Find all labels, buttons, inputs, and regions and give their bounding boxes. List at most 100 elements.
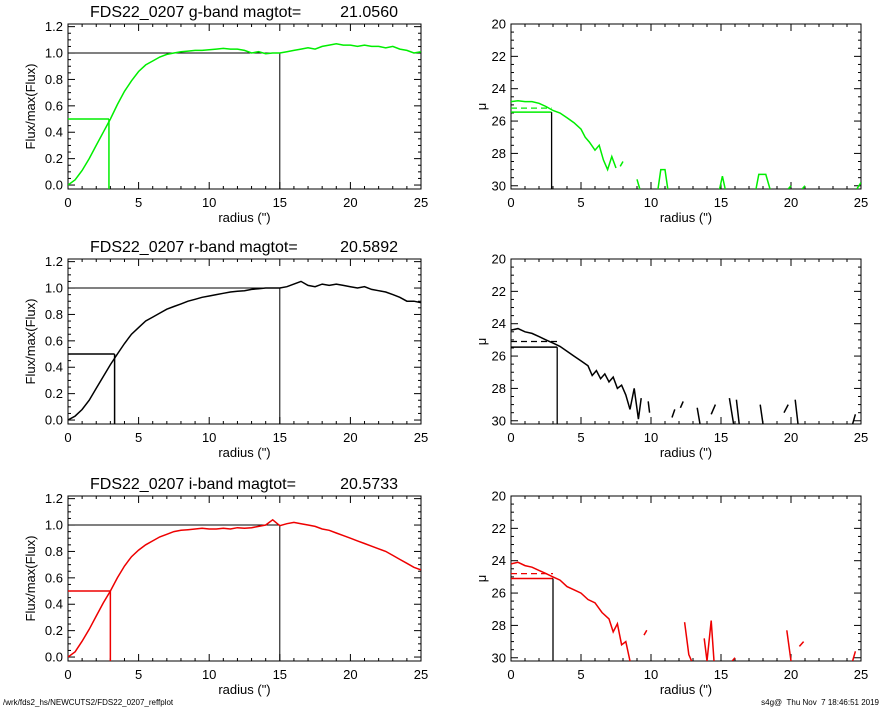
sb-profile-segment [679,401,684,409]
sb-profile-segment [696,407,701,424]
g-band-surface-brightness-panel: 0 5 10 15 20 25 20 22 24 26 28 30 radius (") μ [474,17,868,226]
x-tick-label: 0 [507,430,514,445]
x-tick-label: 20 [343,430,357,445]
x-axis-label: radius (") [218,210,270,225]
x-tick-label: 25 [854,667,868,682]
x-tick-label: 25 [854,195,868,210]
y-tick-label: 26 [492,114,506,129]
y-tick-label: 1.0 [45,518,63,533]
chart-title-magtot-value: 20.5733 [340,476,398,493]
growth-curve-line [68,518,421,658]
y-tick-label: 1.0 [45,46,63,61]
sb-profile-segment [798,641,805,647]
plot-area [68,43,421,189]
y-tick-label: 20 [492,489,506,504]
x-tick-label: 10 [202,430,216,445]
x-axis-label: radius (") [218,445,270,460]
y-tick-label: 26 [492,586,506,601]
plot-area [68,518,421,661]
x-tick-label: 20 [343,195,357,210]
x-tick-label: 15 [273,667,287,682]
y-tick-label: 0.4 [45,597,63,612]
y-tick-label: 0.2 [45,151,63,166]
y-tick-label: 30 [492,650,506,665]
sb-profile-segment [851,414,857,424]
x-tick-label: 0 [64,667,71,682]
y-tick-label: 30 [492,413,506,428]
sb-profile-segment [643,629,648,636]
sb-profile-segment [619,161,624,167]
x-tick-label: 25 [414,195,428,210]
x-tick-label: 0 [507,667,514,682]
sb-profile-segment [731,657,736,661]
i-band-growth-curve-panel: 0 5 10 15 20 25 0.0 0.2 0.4 0.6 0.8 1.0 1.2 radius ("… [23,476,428,697]
y-tick-label: 0.2 [45,623,63,638]
y-tick-label: 22 [492,284,506,299]
y-tick-label: 20 [492,252,506,267]
plot-area [511,100,861,189]
plot-frame [67,495,422,662]
x-tick-label: 15 [714,430,728,445]
y-tick-label: 22 [492,49,506,64]
y-axis-label: Flux/max(Flux) [23,64,38,150]
y-tick-label: 24 [492,316,506,331]
sb-profile-segment [783,404,789,414]
chart-title-magtot-value: 20.5892 [340,239,398,256]
sb-profile-segment [735,399,740,424]
plot-area [511,561,857,661]
sb-profile-segment [511,561,631,661]
x-tick-label: 25 [854,430,868,445]
y-tick-label: 1.2 [45,19,63,34]
x-tick-label: 20 [784,430,798,445]
x-tick-label: 5 [577,667,584,682]
sb-profile-segment [710,404,717,415]
x-tick-label: 0 [64,430,71,445]
x-axis-label: radius (") [660,210,712,225]
sb-profile-segment [801,185,806,189]
y-tick-label: 22 [492,521,506,536]
x-tick-label: 20 [784,667,798,682]
sb-profile-segment [759,404,764,424]
x-tick-label: 10 [202,667,216,682]
x-tick-label: 5 [135,195,142,210]
y-tick-label: 24 [492,553,506,568]
sb-profile-segment [755,173,771,189]
x-tick-label: 15 [714,195,728,210]
x-axis-label: radius (") [660,682,712,697]
sb-profile-segment [728,397,735,424]
y-tick-label: 1.2 [45,254,63,269]
y-tick-label: 0.8 [45,544,63,559]
x-tick-label: 5 [577,430,584,445]
x-tick-label: 0 [507,195,514,210]
r-band-surface-brightness-panel: 0 5 10 15 20 25 20 22 24 26 28 30 radius (") μ [474,252,868,461]
y-tick-label: 0.4 [45,360,63,375]
plot-area [511,327,857,424]
y-tick-label: 28 [492,381,506,396]
footer-file-path: /wrk/fds2_hs/NEWCUTS2/FDS22_0207_reffplo… [3,698,174,707]
x-tick-label: 20 [343,667,357,682]
x-tick-label: 15 [273,430,287,445]
sb-profile-segment [718,175,726,189]
y-tick-label: 0.6 [45,333,63,348]
chart-title-magtot-value: 21.0560 [340,4,398,21]
chart-title: FDS22_0207 i-band magtot= [90,476,296,493]
y-tick-label: 0.0 [45,650,63,665]
y-tick-label: 1.0 [45,281,63,296]
sb-profile-segment [511,100,617,172]
y-tick-label: 30 [492,178,506,193]
y-tick-label: 0.8 [45,307,63,322]
chart-title: FDS22_0207 r-band magtot= [90,239,298,256]
y-axis-label: μ [474,575,489,583]
sb-profile-segment [786,630,792,661]
y-axis-label: Flux/max(Flux) [23,536,38,622]
plot-frame [510,258,862,425]
sb-profile-segment [794,399,799,424]
y-axis-label: Flux/max(Flux) [23,299,38,385]
x-tick-label: 20 [784,195,798,210]
plot-frame [67,23,422,190]
x-tick-label: 10 [644,667,658,682]
y-axis-label: μ [474,338,489,346]
sb-profile-segment [636,179,641,189]
x-tick-label: 0 [64,195,71,210]
